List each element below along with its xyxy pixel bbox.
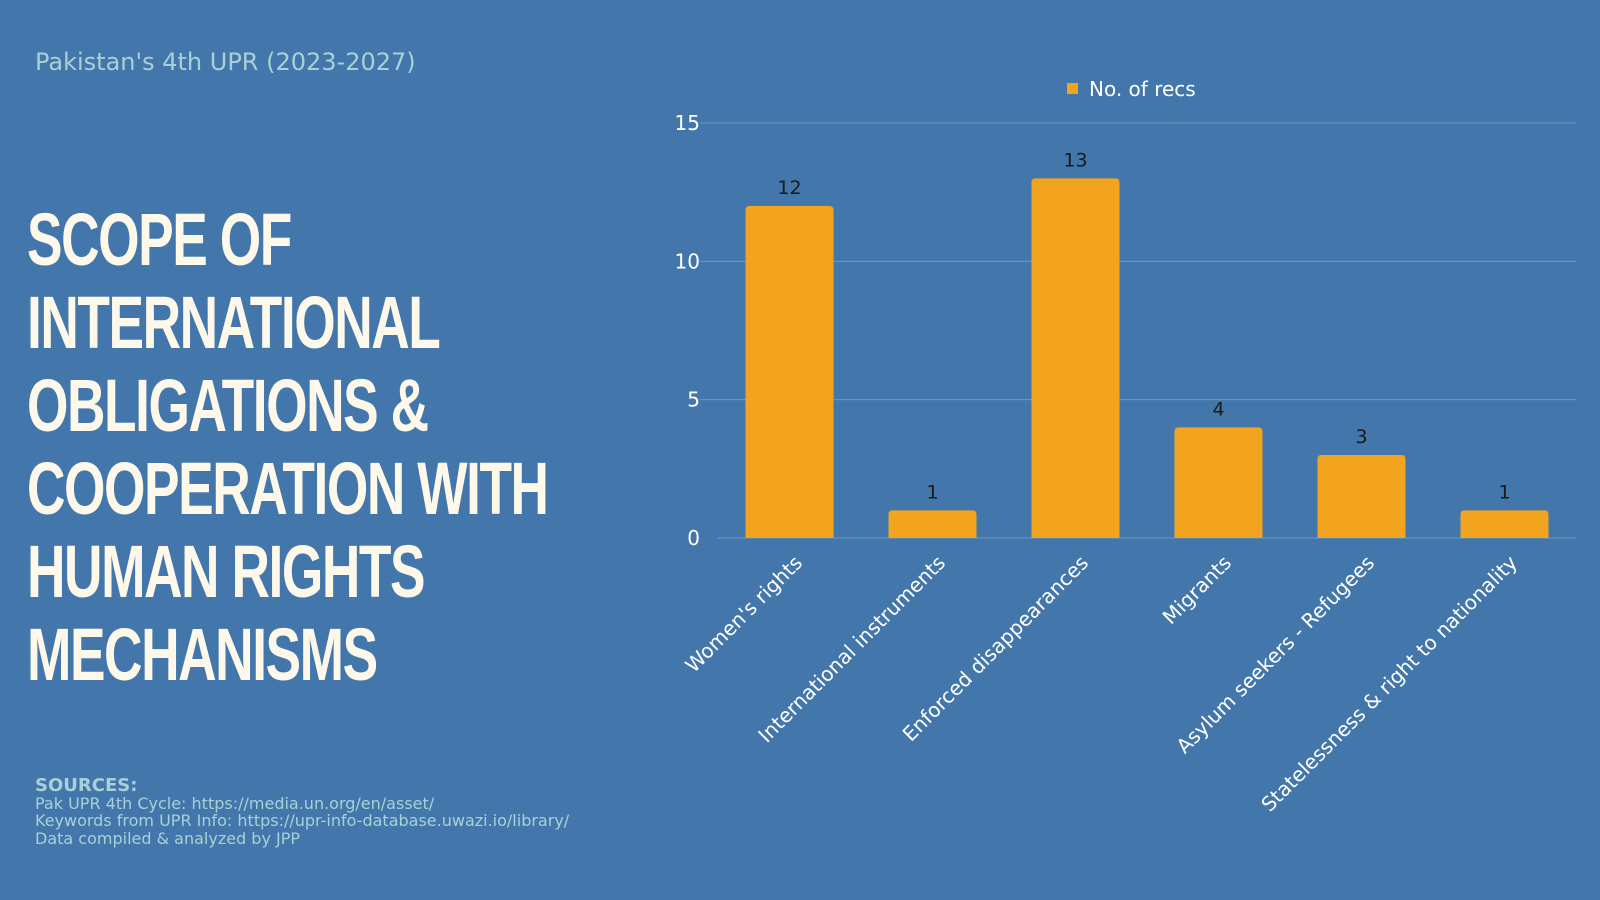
y-tick-label: 10	[675, 249, 700, 273]
bar	[745, 206, 834, 538]
data-label: 12	[777, 177, 801, 199]
headline-line: OBLIGATIONS &	[27, 364, 429, 447]
headline-lines: SCOPE OF INTERNATIONAL OBLIGATIONS & COO…	[27, 198, 549, 696]
data-label: 13	[1063, 149, 1087, 171]
headline-line: HUMAN RIGHTS	[27, 530, 426, 613]
headline-line: INTERNATIONAL	[27, 281, 441, 364]
bar	[888, 510, 977, 538]
bar	[1174, 427, 1263, 538]
headline-line: SCOPE OF	[27, 198, 292, 281]
source-line: Data compiled & analyzed by JPP	[35, 828, 301, 848]
headline-line: MECHANISMS	[27, 613, 378, 696]
data-label: 4	[1212, 398, 1224, 420]
bar	[1460, 510, 1549, 538]
data-label: 3	[1355, 426, 1367, 448]
headline-title: SCOPE OF INTERNATIONAL OBLIGATIONS & COO…	[27, 198, 587, 696]
y-tick-label: 0	[687, 526, 700, 550]
x-tick-label: Statelessness & right to nationality	[1256, 550, 1522, 816]
legend-label: No. of recs	[1089, 77, 1196, 101]
x-tick-label: Migrants	[1158, 551, 1236, 629]
data-label: 1	[926, 481, 938, 503]
headline-line: COOPERATION WITH	[27, 447, 549, 530]
subtitle: Pakistan's 4th UPR (2023-2027)	[35, 48, 416, 76]
data-label: 1	[1498, 481, 1510, 503]
y-tick-label: 5	[687, 388, 700, 412]
source-line: Keywords from UPR Info: https://upr-info…	[35, 811, 570, 830]
y-tick-label: 15	[675, 111, 700, 135]
sources-block: SOURCES: Pak UPR 4th Cycle: https://medi…	[35, 777, 569, 847]
source-line: Pak UPR 4th Cycle: https://media.un.org/…	[35, 793, 435, 813]
sources-heading: SOURCES:	[35, 775, 138, 796]
bar	[1031, 178, 1120, 539]
legend-swatch	[1067, 83, 1078, 94]
bar	[1317, 455, 1406, 538]
x-tick-label: Women's rights	[680, 551, 807, 678]
